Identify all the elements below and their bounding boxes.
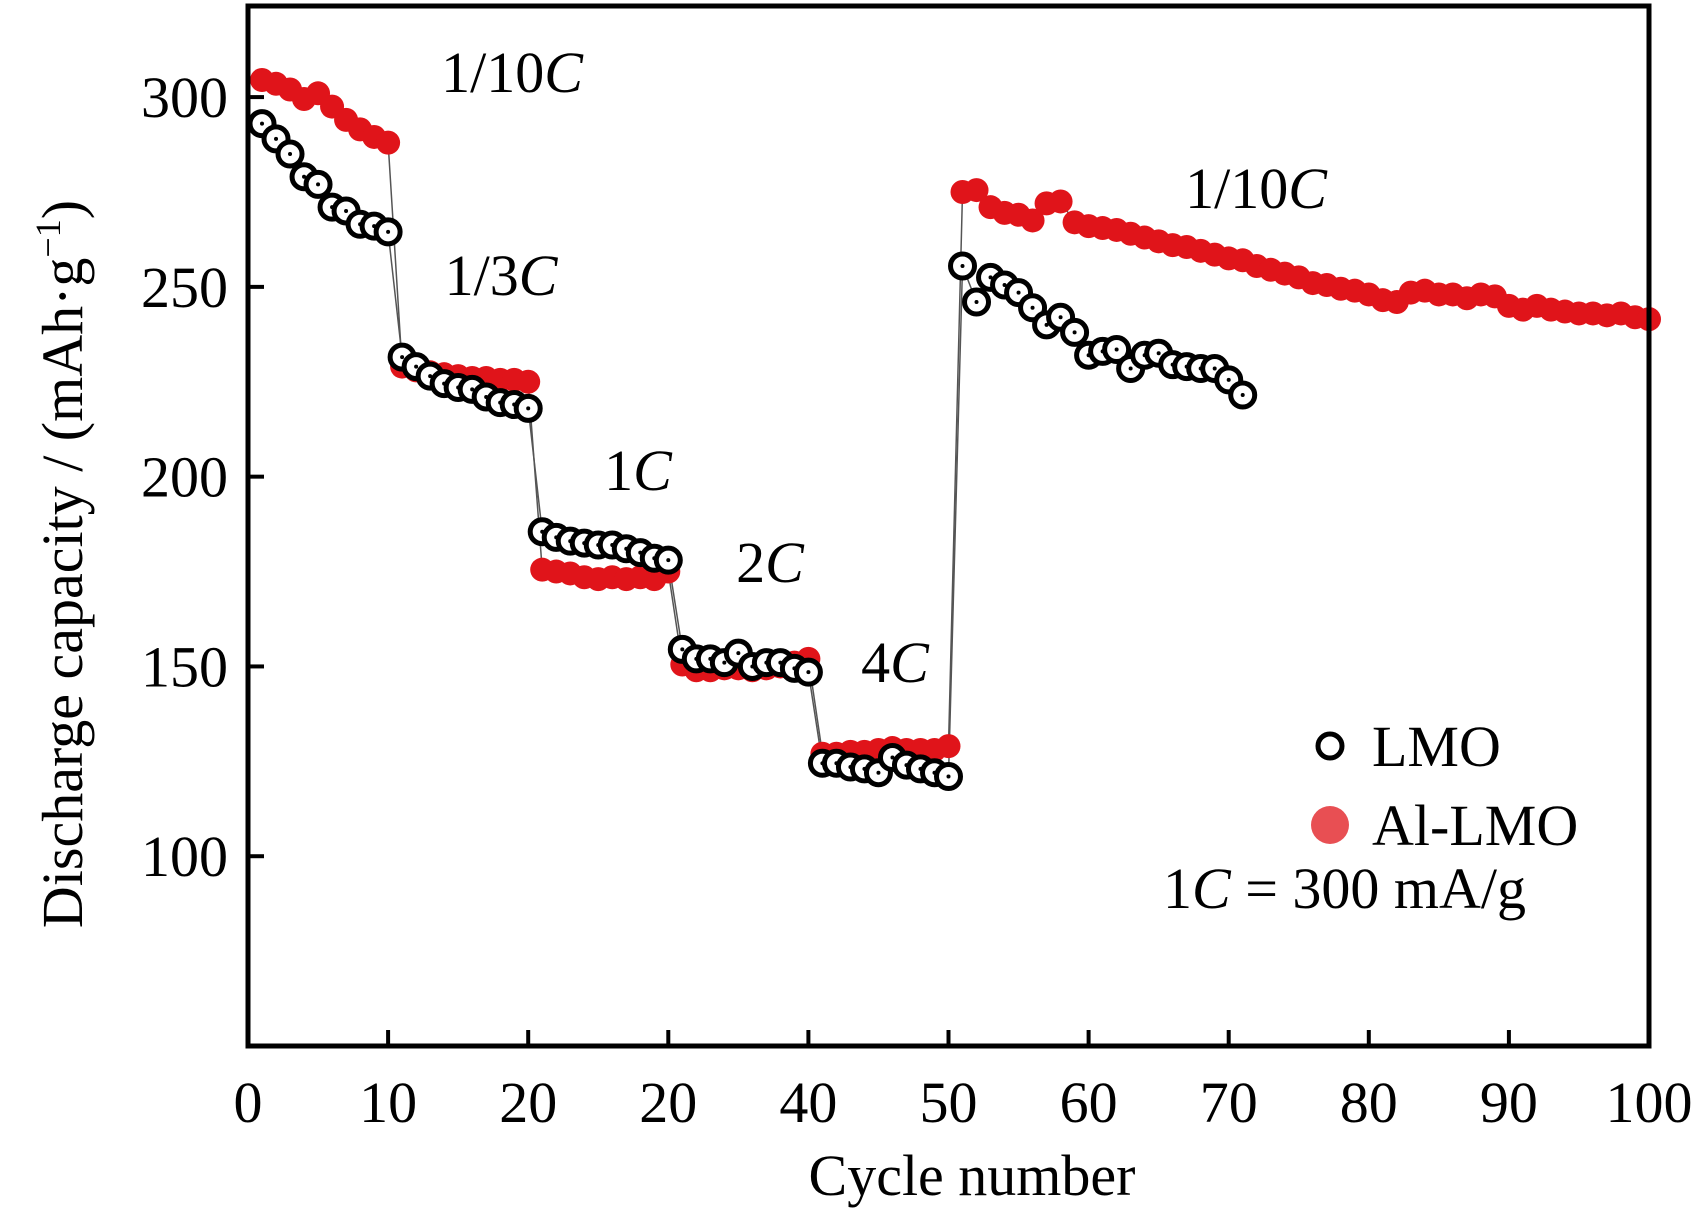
annotation: 1C	[604, 438, 673, 503]
x-tick-label: 20	[499, 1070, 557, 1135]
point-center	[1240, 393, 1245, 398]
legend-label: LMO	[1372, 714, 1501, 779]
x-tick-label: 80	[1340, 1070, 1398, 1135]
point-center	[1002, 282, 1007, 287]
annotation-part: 1/10	[1185, 156, 1288, 221]
point	[936, 734, 961, 759]
x-tick-label: 60	[1060, 1070, 1118, 1135]
x-tick-label: 100	[1606, 1070, 1693, 1135]
point	[964, 178, 989, 203]
annotation-part: 1/3	[445, 243, 519, 308]
annotation-part: C	[519, 243, 559, 308]
annotation-part: 1	[604, 438, 633, 503]
point-center	[316, 182, 321, 187]
point-center	[1114, 347, 1119, 352]
series-line	[261, 79, 1650, 755]
point-center	[1212, 366, 1217, 371]
point-center	[1030, 305, 1035, 310]
point-center	[680, 647, 685, 652]
point-center	[890, 755, 895, 760]
x-tick-label: 70	[1200, 1070, 1258, 1135]
y-axis-label-part: Discharge capacity / (mAh·g	[30, 258, 95, 929]
annotation: 1C = 300 mA/g	[1163, 856, 1526, 921]
point-center	[1156, 351, 1161, 356]
annotation: 2C	[736, 530, 805, 595]
annotation: 1/10C	[441, 40, 584, 105]
point-center	[288, 152, 293, 157]
point	[1048, 189, 1073, 214]
annotation: 1/10C	[1185, 156, 1328, 221]
point	[1020, 208, 1045, 233]
point-center	[1072, 330, 1077, 335]
x-tick-label: 20	[639, 1070, 697, 1135]
y-axis-label-part: )	[30, 200, 95, 219]
x-tick-label: 40	[779, 1070, 837, 1135]
legend-label: Al-LMO	[1372, 793, 1578, 858]
point-center	[666, 558, 671, 563]
point-center	[400, 355, 405, 360]
point-center	[988, 275, 993, 280]
point-center	[946, 774, 951, 779]
point	[376, 130, 401, 155]
point-center	[806, 670, 811, 675]
point-center	[274, 136, 279, 141]
point-center	[428, 374, 433, 379]
annotation-part: = 300 mA/g	[1231, 856, 1526, 921]
y-tick-label: 200	[141, 445, 228, 510]
point-center	[260, 121, 265, 126]
point-center	[1016, 290, 1021, 295]
annotation: 1/3C	[445, 243, 559, 308]
point-center	[974, 300, 979, 305]
annotation-part: C	[890, 630, 930, 695]
legend-marker	[1311, 806, 1349, 844]
annotation-part: C	[765, 530, 805, 595]
y-axis-label-part: −1	[28, 219, 68, 257]
x-axis-label: Cycle number	[809, 1143, 1136, 1208]
point-center	[1128, 366, 1133, 371]
point-center	[1226, 377, 1231, 382]
point	[516, 369, 541, 394]
annotation-part: C	[544, 40, 584, 105]
x-tick-label: 90	[1480, 1070, 1538, 1135]
annotation-part: C	[633, 438, 673, 503]
annotation-part: 1	[1163, 856, 1192, 921]
point-center	[526, 406, 531, 411]
y-tick-label: 150	[141, 634, 228, 699]
annotation-part: C	[1192, 856, 1232, 921]
point-center	[302, 174, 307, 179]
x-tick-label: 10	[359, 1070, 417, 1135]
legend-marker	[1315, 731, 1345, 761]
point-center	[386, 229, 391, 234]
point-center	[344, 208, 349, 213]
y-tick-label: 100	[141, 824, 228, 889]
plot-frame	[245, 3, 1652, 1049]
point-center	[722, 660, 727, 665]
annotation: 4C	[861, 630, 930, 695]
y-axis-label: Discharge capacity / (mAh·g−1)	[28, 200, 95, 928]
point-center	[470, 387, 475, 392]
point-center	[1058, 315, 1063, 320]
y-tick-label: 250	[141, 255, 228, 320]
annotation-part: C	[1288, 156, 1328, 221]
x-tick-label: 0	[234, 1070, 263, 1135]
point-center	[1044, 322, 1049, 327]
annotation-part: 4	[861, 630, 890, 695]
point-center	[876, 770, 881, 775]
y-tick-label: 300	[141, 65, 228, 130]
annotation-part: 1/10	[441, 40, 544, 105]
point-center	[736, 651, 741, 656]
annotation-part: 2	[736, 530, 765, 595]
point-center	[960, 264, 965, 268]
x-tick-label: 50	[920, 1070, 978, 1135]
point-center	[414, 364, 419, 369]
